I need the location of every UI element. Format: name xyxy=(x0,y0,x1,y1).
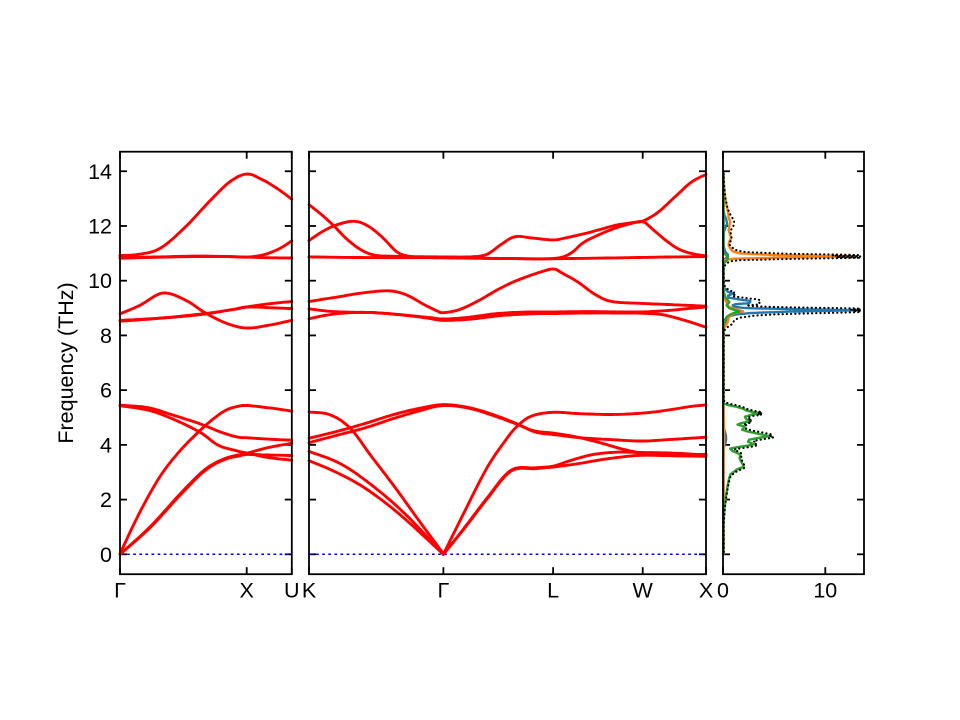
svg-text:W: W xyxy=(633,579,654,603)
svg-text:10: 10 xyxy=(813,579,837,603)
svg-text:Γ: Γ xyxy=(437,579,449,603)
svg-text:4: 4 xyxy=(100,433,112,457)
svg-text:K: K xyxy=(302,579,317,603)
svg-text:X: X xyxy=(699,579,713,603)
svg-text:6: 6 xyxy=(100,379,112,403)
svg-text:14: 14 xyxy=(88,160,112,184)
svg-text:Γ: Γ xyxy=(114,579,126,603)
svg-text:10: 10 xyxy=(88,269,112,293)
svg-text:12: 12 xyxy=(88,215,112,239)
svg-text:0: 0 xyxy=(100,543,112,567)
svg-text:X: X xyxy=(240,579,254,603)
svg-text:Frequency (THz): Frequency (THz) xyxy=(54,282,78,443)
svg-text:0: 0 xyxy=(717,579,729,603)
svg-text:U: U xyxy=(284,579,300,603)
svg-text:8: 8 xyxy=(100,324,112,348)
svg-text:L: L xyxy=(547,579,559,603)
svg-text:2: 2 xyxy=(100,488,112,512)
